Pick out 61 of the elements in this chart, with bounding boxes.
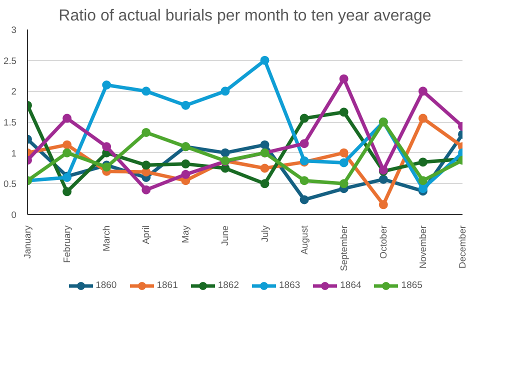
point xyxy=(102,142,112,152)
y-tick-label: 0.5 xyxy=(4,179,16,190)
y-tick-label: 0 xyxy=(11,210,17,220)
point xyxy=(300,139,309,148)
point xyxy=(62,114,72,123)
point xyxy=(260,164,270,173)
point xyxy=(418,158,428,167)
point xyxy=(181,100,190,110)
point xyxy=(339,158,348,168)
y-tick-label: 2.5 xyxy=(4,56,16,66)
point xyxy=(378,174,388,184)
point xyxy=(102,80,112,90)
point xyxy=(300,176,309,186)
point xyxy=(418,184,428,194)
point xyxy=(378,200,388,210)
point xyxy=(62,187,72,196)
point xyxy=(339,74,348,84)
y-tick-label: 1 xyxy=(11,148,17,158)
point xyxy=(62,140,72,150)
x-tick-label: May xyxy=(180,225,191,244)
legend-label: 1864 xyxy=(340,279,362,293)
point xyxy=(418,176,428,186)
point xyxy=(260,179,270,188)
point xyxy=(418,114,428,123)
x-tick-label: March xyxy=(102,225,112,252)
point xyxy=(339,108,348,117)
x-tick-label: December xyxy=(458,226,468,269)
point xyxy=(142,86,151,96)
legend-label: 1865 xyxy=(401,279,422,293)
point xyxy=(220,86,230,96)
point xyxy=(220,148,230,158)
point xyxy=(181,159,190,168)
point xyxy=(339,148,348,158)
x-tick-label: June xyxy=(220,225,230,246)
x-tick-label: July xyxy=(260,225,270,242)
y-tick-label: 1.5 xyxy=(4,118,16,128)
y-tick-label: 3 xyxy=(11,25,17,35)
point xyxy=(300,195,309,204)
point xyxy=(260,56,270,65)
x-tick-label: September xyxy=(338,225,349,272)
point xyxy=(142,160,151,170)
x-tick-label: August xyxy=(299,225,310,255)
x-tick-label: January xyxy=(22,225,32,259)
x-tick-label: April xyxy=(141,225,152,244)
legend-label: 1860 xyxy=(96,279,117,293)
y-tick-label: 2 xyxy=(11,86,17,97)
point xyxy=(62,148,72,158)
point xyxy=(142,185,151,194)
point xyxy=(300,114,309,123)
point xyxy=(181,170,190,179)
point xyxy=(260,140,270,150)
x-tick-label: October xyxy=(378,225,388,259)
legend-label: 1862 xyxy=(218,279,239,293)
x-tick-label: November xyxy=(418,225,428,269)
chart-title: Ratio of actual burials per month to ten year average xyxy=(58,8,432,24)
legend-label: 1863 xyxy=(279,279,300,293)
point xyxy=(418,86,428,96)
x-tick-label: February xyxy=(62,225,72,263)
legend-label: 1861 xyxy=(156,279,178,293)
point xyxy=(142,128,151,137)
point xyxy=(339,179,348,188)
